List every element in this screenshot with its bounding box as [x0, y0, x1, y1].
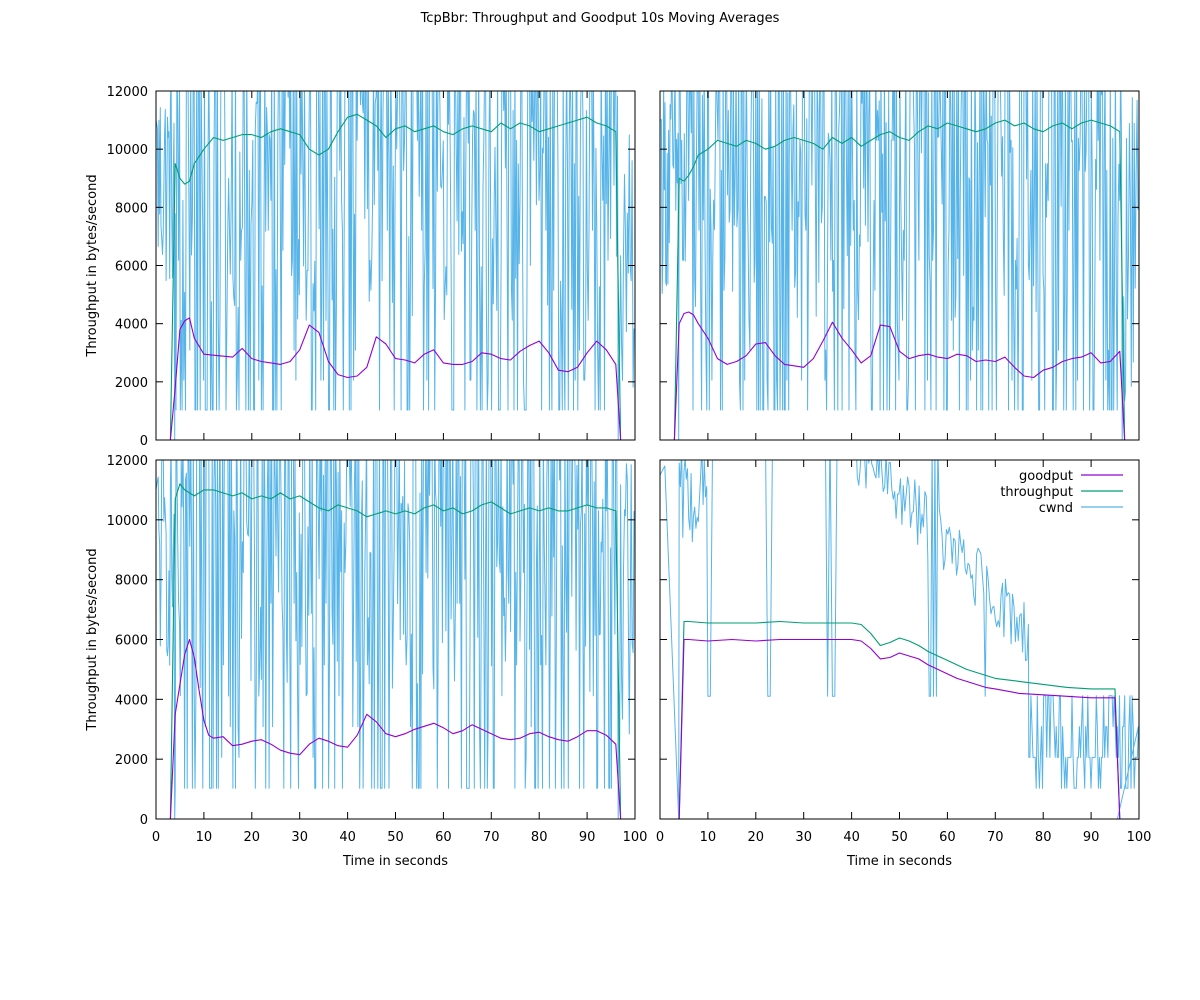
x-tick-label: 60: [435, 830, 452, 845]
y-tick-label: 8000: [115, 201, 148, 216]
chart-panel-bottom-left: 0 2000 4000 6000 8000 10000 12000 0 10 20 30 40 50 60…: [85, 454, 648, 869]
y-tick-label: 2000: [115, 753, 148, 768]
x-tick-label: 10: [700, 830, 717, 845]
chart-panel-top-left: 0 2000 4000 6000 8000 10000 12000 Throughput in…: [85, 85, 636, 449]
x-tick-label: 70: [483, 830, 500, 845]
x-tick-label: 70: [987, 830, 1004, 845]
x-tick-label: 0: [656, 830, 664, 845]
x-tick-label: 60: [939, 830, 956, 845]
y-tick-label: 4000: [115, 318, 148, 333]
plot-area: [660, 91, 1139, 440]
y-tick-label: 0: [140, 434, 148, 449]
y-tick-label: 12000: [107, 85, 148, 100]
legend-label-throughput: throughput: [1000, 485, 1073, 500]
x-tick-label: 10: [196, 830, 213, 845]
y-tick-label: 12000: [107, 454, 148, 469]
x-tick-label: 50: [891, 830, 908, 845]
y-axis-label: Throughput in bytes/second: [85, 548, 100, 731]
x-tick-label: 0: [152, 830, 160, 845]
y-tick-label: 0: [140, 813, 148, 828]
y-tick-label: 6000: [115, 260, 148, 275]
x-axis-label: Time in seconds: [846, 854, 952, 869]
x-axis-label: Time in seconds: [342, 854, 448, 869]
chart-panel-top-right: [659, 90, 1140, 441]
series-cwnd-line: [156, 91, 635, 440]
y-tick-label: 4000: [115, 693, 148, 708]
legend-label-goodput: goodput: [1019, 469, 1073, 484]
x-tick-label: 50: [387, 830, 404, 845]
plot-area: [156, 460, 635, 819]
series-cwnd-line: [660, 460, 1139, 819]
y-axis-label: Throughput in bytes/second: [85, 174, 100, 357]
series-goodput-line: [169, 638, 622, 819]
x-tick-label: 30: [291, 830, 308, 845]
series-throughput-line: [169, 483, 622, 819]
chart-panel-bottom-right: 0 10 20 30 40 50 60 70 80 90 100 Time in seconds goo…: [656, 459, 1152, 869]
series-goodput-line: [678, 638, 1121, 819]
y-tick-label: 10000: [107, 143, 148, 158]
x-tick-label: 40: [339, 830, 356, 845]
x-tick-label: 30: [795, 830, 812, 845]
series-cwnd-line: [156, 460, 635, 819]
plot-area: [660, 460, 1139, 819]
x-tick-label: 100: [1127, 830, 1152, 845]
x-tick-label: 90: [1083, 830, 1100, 845]
series-throughput-line: [673, 119, 1126, 440]
x-tick-label: 80: [531, 830, 548, 845]
x-tick-label: 90: [579, 830, 596, 845]
x-tick-label: 100: [623, 830, 648, 845]
legend-label-cwnd: cwnd: [1039, 501, 1073, 516]
y-tick-label: 2000: [115, 376, 148, 391]
chart-title: TcpBbr: Throughput and Goodput 10s Movin…: [420, 11, 780, 26]
series-goodput-line: [169, 317, 622, 440]
y-tick-label: 8000: [115, 574, 148, 589]
y-tick-label: 10000: [107, 514, 148, 529]
series-throughput-line: [678, 620, 1121, 819]
series-goodput-line: [673, 311, 1126, 440]
x-tick-label: 40: [843, 830, 860, 845]
x-tick-label: 20: [748, 830, 765, 845]
x-tick-label: 80: [1035, 830, 1052, 845]
x-tick-label: 20: [244, 830, 261, 845]
plot-area: [156, 91, 635, 440]
y-tick-label: 6000: [115, 634, 148, 649]
series-cwnd-line: [660, 91, 1139, 440]
series-throughput-line: [169, 113, 622, 440]
